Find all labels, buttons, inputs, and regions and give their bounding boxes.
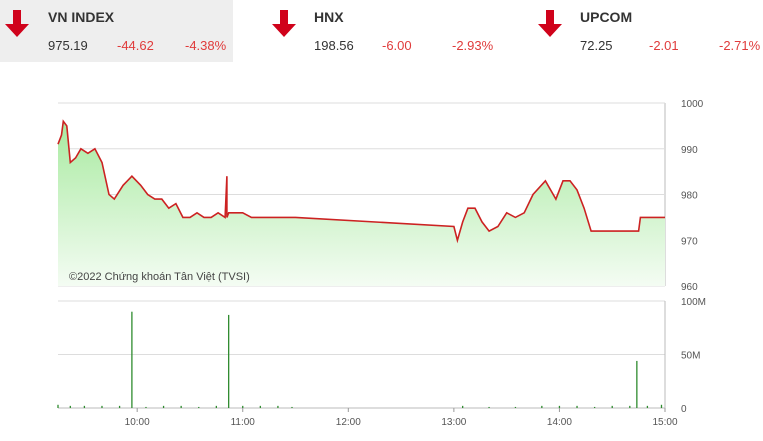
ticker-name: HNX (314, 9, 344, 25)
ticker-percent: -2.93% (452, 38, 494, 53)
y-tick-label: 970 (681, 236, 698, 247)
ticker-name: UPCOM (580, 9, 633, 25)
arrow-down-icon (272, 10, 296, 37)
x-tick-label: 11:00 (231, 417, 256, 428)
ticker-change: -44.62 (117, 38, 154, 53)
x-tick-label: 13:00 (441, 417, 466, 428)
ticker-percent: -4.38% (185, 38, 227, 53)
ticker-hnx[interactable]: HNX 198.56 -6.00 -2.93% (233, 0, 499, 62)
y-tick-label: 0 (681, 404, 687, 415)
volume-bars (57, 311, 663, 408)
arrow-down-icon (5, 10, 29, 37)
y-tick-label: 960 (681, 282, 698, 293)
y-tick-label: 980 (681, 191, 698, 202)
price-line (57, 119, 665, 244)
arrow-down-icon (538, 10, 562, 37)
ticker-upcom[interactable]: UPCOM 72.25 -2.01 -2.71% (499, 0, 763, 62)
y-tick-label: 1000 (681, 99, 704, 110)
x-tick-label: 12:00 (336, 417, 361, 428)
axis-ticks: 1000 990 980 970 960 100M 50M 0 10:00 11:00 12:00 1… (125, 99, 706, 428)
y-tick-label: 50M (681, 351, 700, 362)
ticker-change: -6.00 (382, 38, 412, 53)
ticker-percent: -2.71% (719, 38, 761, 53)
x-tick-label: 10:00 (125, 417, 150, 428)
ticker-vnindex[interactable]: VN INDEX 975.19 -44.62 -4.38% (0, 0, 233, 62)
x-tick-label: 15:00 (652, 417, 677, 428)
y-tick-label: 100M (681, 297, 706, 308)
x-tick-label: 14:00 (547, 417, 572, 428)
chart-credit: ©2022 Chứng khoán Tân Việt (TVSI) (69, 271, 250, 283)
ticker-name: VN INDEX (48, 9, 115, 25)
ticker-value: 72.25 (580, 38, 613, 53)
ticker-value: 975.19 (48, 38, 88, 53)
ticker-change: -2.01 (649, 38, 679, 53)
y-tick-label: 990 (681, 145, 698, 156)
price-area (58, 121, 665, 286)
ticker-value: 198.56 (314, 38, 354, 53)
